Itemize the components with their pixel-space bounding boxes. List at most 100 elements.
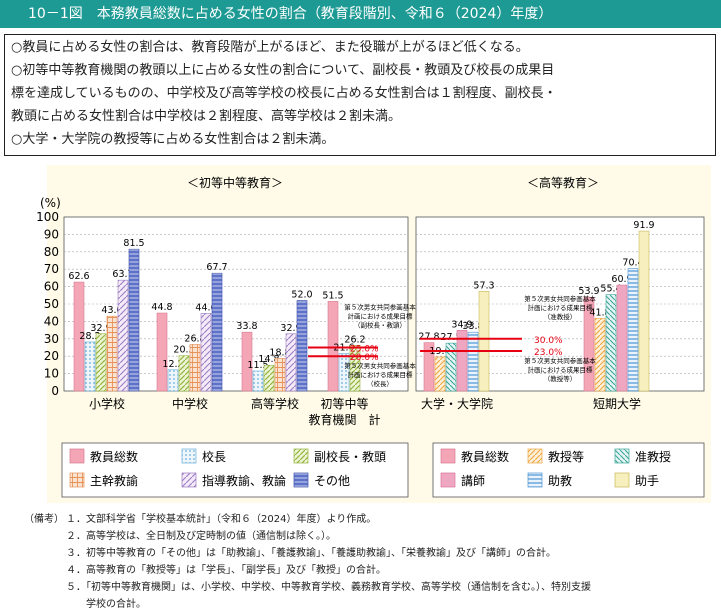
data-label: 44.8 <box>151 302 172 313</box>
legend-label: 講師 <box>461 473 485 488</box>
notes-label: （備考） <box>24 514 64 525</box>
note-item: ５．「初等中等教育機関」は、小学校、中学校、中等教育学校、義務教育学校、高等学校… <box>66 582 591 593</box>
target-description: 第５次男女共同参画基本 <box>344 361 416 370</box>
legend-label: 指導教諭、教論 <box>202 473 286 488</box>
y-tick-label: 30 <box>44 332 59 346</box>
bar <box>434 356 446 392</box>
plot-higher: 27.819.627.534.933.857.3大学・大学院53.941.855… <box>415 216 705 411</box>
legend-swatch <box>293 448 309 464</box>
target-description: 第５次男女共同参画基本 <box>524 294 596 303</box>
legend-label: その他 <box>314 474 350 488</box>
bar <box>456 329 468 392</box>
bar <box>241 331 253 392</box>
legend-swatch <box>614 448 630 464</box>
bar <box>478 290 490 392</box>
bar <box>285 333 297 392</box>
data-label: 14.8 <box>258 354 279 365</box>
target-value-label: 25.0% <box>350 345 379 355</box>
target-description: （教授等） <box>544 374 577 383</box>
figure-title-bar: 10－1図 本務教員総数に占める女性の割合（教育段階別、令和６（2024）年度） <box>0 0 721 28</box>
chart-title-primary: ＜初等中等教育＞ <box>187 175 283 190</box>
bar <box>638 230 650 392</box>
target-value-label: 30.0% <box>534 336 563 346</box>
bar <box>327 301 339 392</box>
bar <box>296 300 308 392</box>
data-label: 53.9 <box>578 286 599 297</box>
legend-label: 教員総数 <box>461 449 509 464</box>
target-description: 計画における成果目標 <box>348 312 414 321</box>
bar <box>167 369 179 392</box>
data-label: 33.8 <box>236 321 257 332</box>
legend-swatch <box>440 472 456 488</box>
legend-frame <box>432 442 705 498</box>
data-label: 44.6 <box>195 302 216 313</box>
note-item: ４．高等教育の「教授等」は「学長」、「副学長」及び「教授」の合計。 <box>66 565 386 576</box>
bar <box>338 353 350 392</box>
data-label: 52.0 <box>291 290 312 301</box>
bar <box>263 364 275 392</box>
bar <box>84 341 96 392</box>
bar <box>178 355 190 392</box>
bar <box>467 331 479 392</box>
data-label: 60.9 <box>611 274 632 285</box>
bar <box>128 248 140 392</box>
data-label: 33.8 <box>462 321 483 332</box>
chart-title-higher: ＜高等教育＞ <box>527 175 599 190</box>
x-tick-label: 中学校 <box>172 396 208 411</box>
bar <box>445 342 457 392</box>
data-label: 55.4 <box>600 284 621 295</box>
legend-swatch <box>181 448 197 464</box>
y-tick-label: 10 <box>44 367 59 381</box>
target-description: 第５次男女共同参画基本 <box>344 303 416 312</box>
data-label: 43.0 <box>101 305 122 316</box>
summary-line: 教頭に占める女性割合は中学校は２割程度、高等学校は２割未満。 <box>11 109 402 124</box>
data-label: 12.2 <box>162 359 183 370</box>
legend-label: 主幹教諭 <box>90 473 138 488</box>
legend-swatch <box>293 472 309 488</box>
x-tick-label: 高等学校 <box>251 396 299 411</box>
data-label: 27.8 <box>418 332 439 343</box>
x-tick-label: 教育機関 計 <box>308 412 380 427</box>
bar <box>95 333 107 392</box>
bar <box>594 317 606 392</box>
y-tick-label: 100 <box>36 210 59 224</box>
bar <box>117 279 129 392</box>
x-tick-label: 初等中等 <box>320 396 368 411</box>
target-value-label: 20.0% <box>350 353 379 363</box>
data-label: 28.2 <box>79 331 100 342</box>
chart-area: ＜初等中等教育＞ ＜高等教育＞ (%) 0 10 20 30 40 50 60 70 80 90 1… <box>36 165 711 503</box>
data-label: 91.9 <box>633 220 654 231</box>
y-tick-label: 20 <box>44 349 59 363</box>
legend-label: 助手 <box>635 474 659 488</box>
bar <box>616 284 628 392</box>
figure-title: 10－1図 本務教員総数に占める女性の割合（教育段階別、令和６（2024）年度） <box>28 6 553 22</box>
y-tick-label: 0 <box>51 384 59 398</box>
y-tick-label: 90 <box>44 227 59 241</box>
target-description: 計画における成果目標 <box>348 370 414 379</box>
x-tick-label: 小学校 <box>89 396 125 411</box>
target-description: 計画における成果目標 <box>528 303 594 312</box>
data-label: 26.8 <box>184 333 205 344</box>
bar <box>627 268 639 392</box>
target-description: （准教授） <box>544 312 577 321</box>
target-description: （副校長・教頭） <box>354 321 406 330</box>
bar <box>73 281 85 392</box>
target-description: 計画における成果目標 <box>528 365 594 374</box>
legend-label: 教授等 <box>548 449 584 464</box>
data-label: 32.9 <box>90 323 111 334</box>
y-tick-label: 40 <box>44 314 59 328</box>
bar <box>252 370 264 392</box>
data-label: 11.5 <box>247 360 268 371</box>
data-label: 63.7 <box>112 269 133 280</box>
data-label: 20.3 <box>173 345 194 356</box>
data-label: 32.9 <box>280 323 301 334</box>
data-label: 67.7 <box>206 262 227 273</box>
y-tick-label: 70 <box>44 262 59 276</box>
summary-box: ○教員に占める女性の割合は、教育段階が上がるほど、また役職が上がるほど低くなる。… <box>4 34 716 156</box>
data-label: 41.8 <box>589 307 610 318</box>
plot-primary: 010203040506070809010062.628.232.943.063… <box>36 210 416 427</box>
note-item: １．文部科学省「学校基本統計」（令和６（2024）年度）より作成。 <box>66 514 377 525</box>
legend-label: 助教 <box>548 473 572 488</box>
legend-swatch <box>527 448 543 464</box>
